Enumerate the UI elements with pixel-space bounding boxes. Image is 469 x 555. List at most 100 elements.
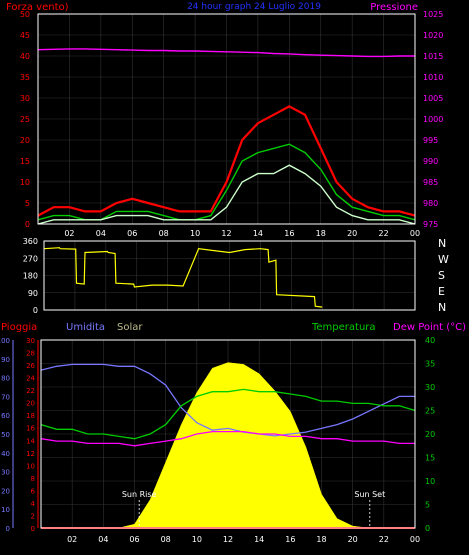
pioggia-label: Pioggia <box>1 322 37 333</box>
pioggia-tick: 90 <box>1 356 10 364</box>
wind-right-tick: 975 <box>423 220 438 229</box>
weather-x-tick: 06 <box>129 535 139 544</box>
sun-rise-label: Sun Rise <box>122 490 157 499</box>
compass-letter: N <box>438 237 446 250</box>
pioggia-tick: 50 <box>1 431 10 439</box>
wind-right-tick: 1020 <box>423 31 443 40</box>
direction-y-ticks: 360 270 180 90 0 <box>23 237 38 315</box>
wind-left-tick: 5 <box>25 199 30 208</box>
temperature-tick: 30 <box>425 383 435 392</box>
weather-series-line <box>40 430 415 447</box>
pioggia-ticks: 0 10 20 30 40 50 60 70 80 90 100 <box>0 337 10 533</box>
wind-series-line <box>37 48 415 58</box>
pioggia-tick: 40 <box>1 450 10 458</box>
pressure-label: Pressione <box>370 2 418 13</box>
wind-left-tick: 25 <box>20 115 30 124</box>
temperature-tick: 15 <box>425 454 435 463</box>
direction-series <box>43 247 323 308</box>
umidita-tick: 14 <box>26 437 35 445</box>
wind-left-tick: 15 <box>20 157 30 166</box>
weather-x-tick: 08 <box>161 535 171 544</box>
weather-x-tick: 20 <box>348 535 358 544</box>
wind-right-ticks: 975 980 985 990 995 1000 1005 1010 1015 1020 1025 <box>423 10 443 229</box>
wind-right-tick: 1000 <box>423 115 443 124</box>
weather-x-tick: 04 <box>98 535 108 544</box>
wind-x-tick: 08 <box>159 229 169 238</box>
dewpoint-label: Dew Point (°C) <box>393 322 466 333</box>
pioggia-tick: 20 <box>1 487 10 495</box>
temperature-tick: 35 <box>425 360 435 369</box>
wind-left-tick: 10 <box>20 178 30 187</box>
weather-x-tick: 12 <box>223 535 233 544</box>
weather-x-tick: 18 <box>316 535 326 544</box>
umidita-tick: 18 <box>26 412 35 420</box>
wind-x-tick: 10 <box>190 229 200 238</box>
direction-y-tick: 0 <box>33 306 38 315</box>
umidita-tick: 2 <box>31 512 35 520</box>
wind-right-tick: 1005 <box>423 94 443 103</box>
sun-set-label: Sun Set <box>354 490 385 499</box>
umidita-tick: 8 <box>31 475 35 483</box>
compass-letter: E <box>438 285 445 298</box>
pioggia-tick: 60 <box>1 412 10 420</box>
temperature-tick: 20 <box>425 430 435 439</box>
umidita-tick: 30 <box>26 337 35 345</box>
weather-series-line <box>40 363 415 437</box>
direction-frame <box>43 240 416 311</box>
temperature-tick: 5 <box>425 501 430 510</box>
weather-series-line <box>40 388 416 440</box>
umidita-tick: 20 <box>26 400 35 408</box>
wind-x-tick: 18 <box>316 229 326 238</box>
compass-letter: N <box>438 301 446 314</box>
umidita-tick: 4 <box>31 500 36 508</box>
wind-left-tick: 35 <box>20 73 30 82</box>
wind-left-tick: 45 <box>20 31 30 40</box>
umidita-tick: 10 <box>26 462 35 470</box>
pioggia-tick: 0 <box>6 525 10 533</box>
direction-y-tick: 90 <box>28 289 38 298</box>
umidita-tick: 24 <box>26 375 35 383</box>
pioggia-tick: 80 <box>1 375 10 383</box>
pioggia-tick: 10 <box>1 506 10 514</box>
direction-y-tick: 360 <box>23 237 38 246</box>
temperature-ticks: 0 5 10 15 20 25 30 35 40 <box>425 336 435 533</box>
temperature-tick: 40 <box>425 336 435 345</box>
wind-x-tick: 00 <box>410 229 420 238</box>
umidita-tick: 12 <box>26 450 35 458</box>
weather-frame <box>40 339 416 529</box>
wind-right-tick: 1025 <box>423 10 443 19</box>
wind-x-tick: 20 <box>347 229 357 238</box>
wind-x-tick: 02 <box>64 229 74 238</box>
compass-letter: S <box>438 269 445 282</box>
wind-right-tick: 980 <box>423 199 438 208</box>
wind-left-tick: 40 <box>20 52 30 61</box>
temperatura-label: Temperatura <box>311 322 376 333</box>
wind-left-ticks: 0 5 10 15 20 25 30 35 40 45 50 <box>20 10 30 229</box>
wind-right-tick: 995 <box>423 136 438 145</box>
wind-right-tick: 1010 <box>423 73 443 82</box>
wind-left-tick: 20 <box>20 136 30 145</box>
solar-label: Solar <box>117 322 143 333</box>
wind-series-line <box>37 105 416 217</box>
wind-x-tick: 06 <box>127 229 137 238</box>
weather-grid <box>41 339 416 529</box>
temperature-tick: 10 <box>425 477 435 486</box>
temperature-tick: 0 <box>425 524 430 533</box>
weather-chart: 0102030405060708090100 02468101214161820… <box>0 336 435 544</box>
wind-x-tick: 16 <box>284 229 294 238</box>
temperature-tick: 25 <box>425 407 435 416</box>
pioggia-tick: 70 <box>1 393 10 401</box>
umidita-tick: 16 <box>26 425 35 433</box>
wind-left-tick: 50 <box>20 10 30 19</box>
weather-x-tick: 02 <box>67 535 77 544</box>
direction-y-tick: 180 <box>23 272 38 281</box>
umidita-tick: 26 <box>26 362 35 370</box>
pioggia-tick: 100 <box>0 337 10 345</box>
wind-x-tick: 04 <box>96 229 106 238</box>
chart-title: 24 hour graph 24 Luglio 2019 <box>187 2 321 12</box>
weather-x-tick: 10 <box>192 535 202 544</box>
direction-chart: 360 270 180 90 0 <box>23 237 416 315</box>
